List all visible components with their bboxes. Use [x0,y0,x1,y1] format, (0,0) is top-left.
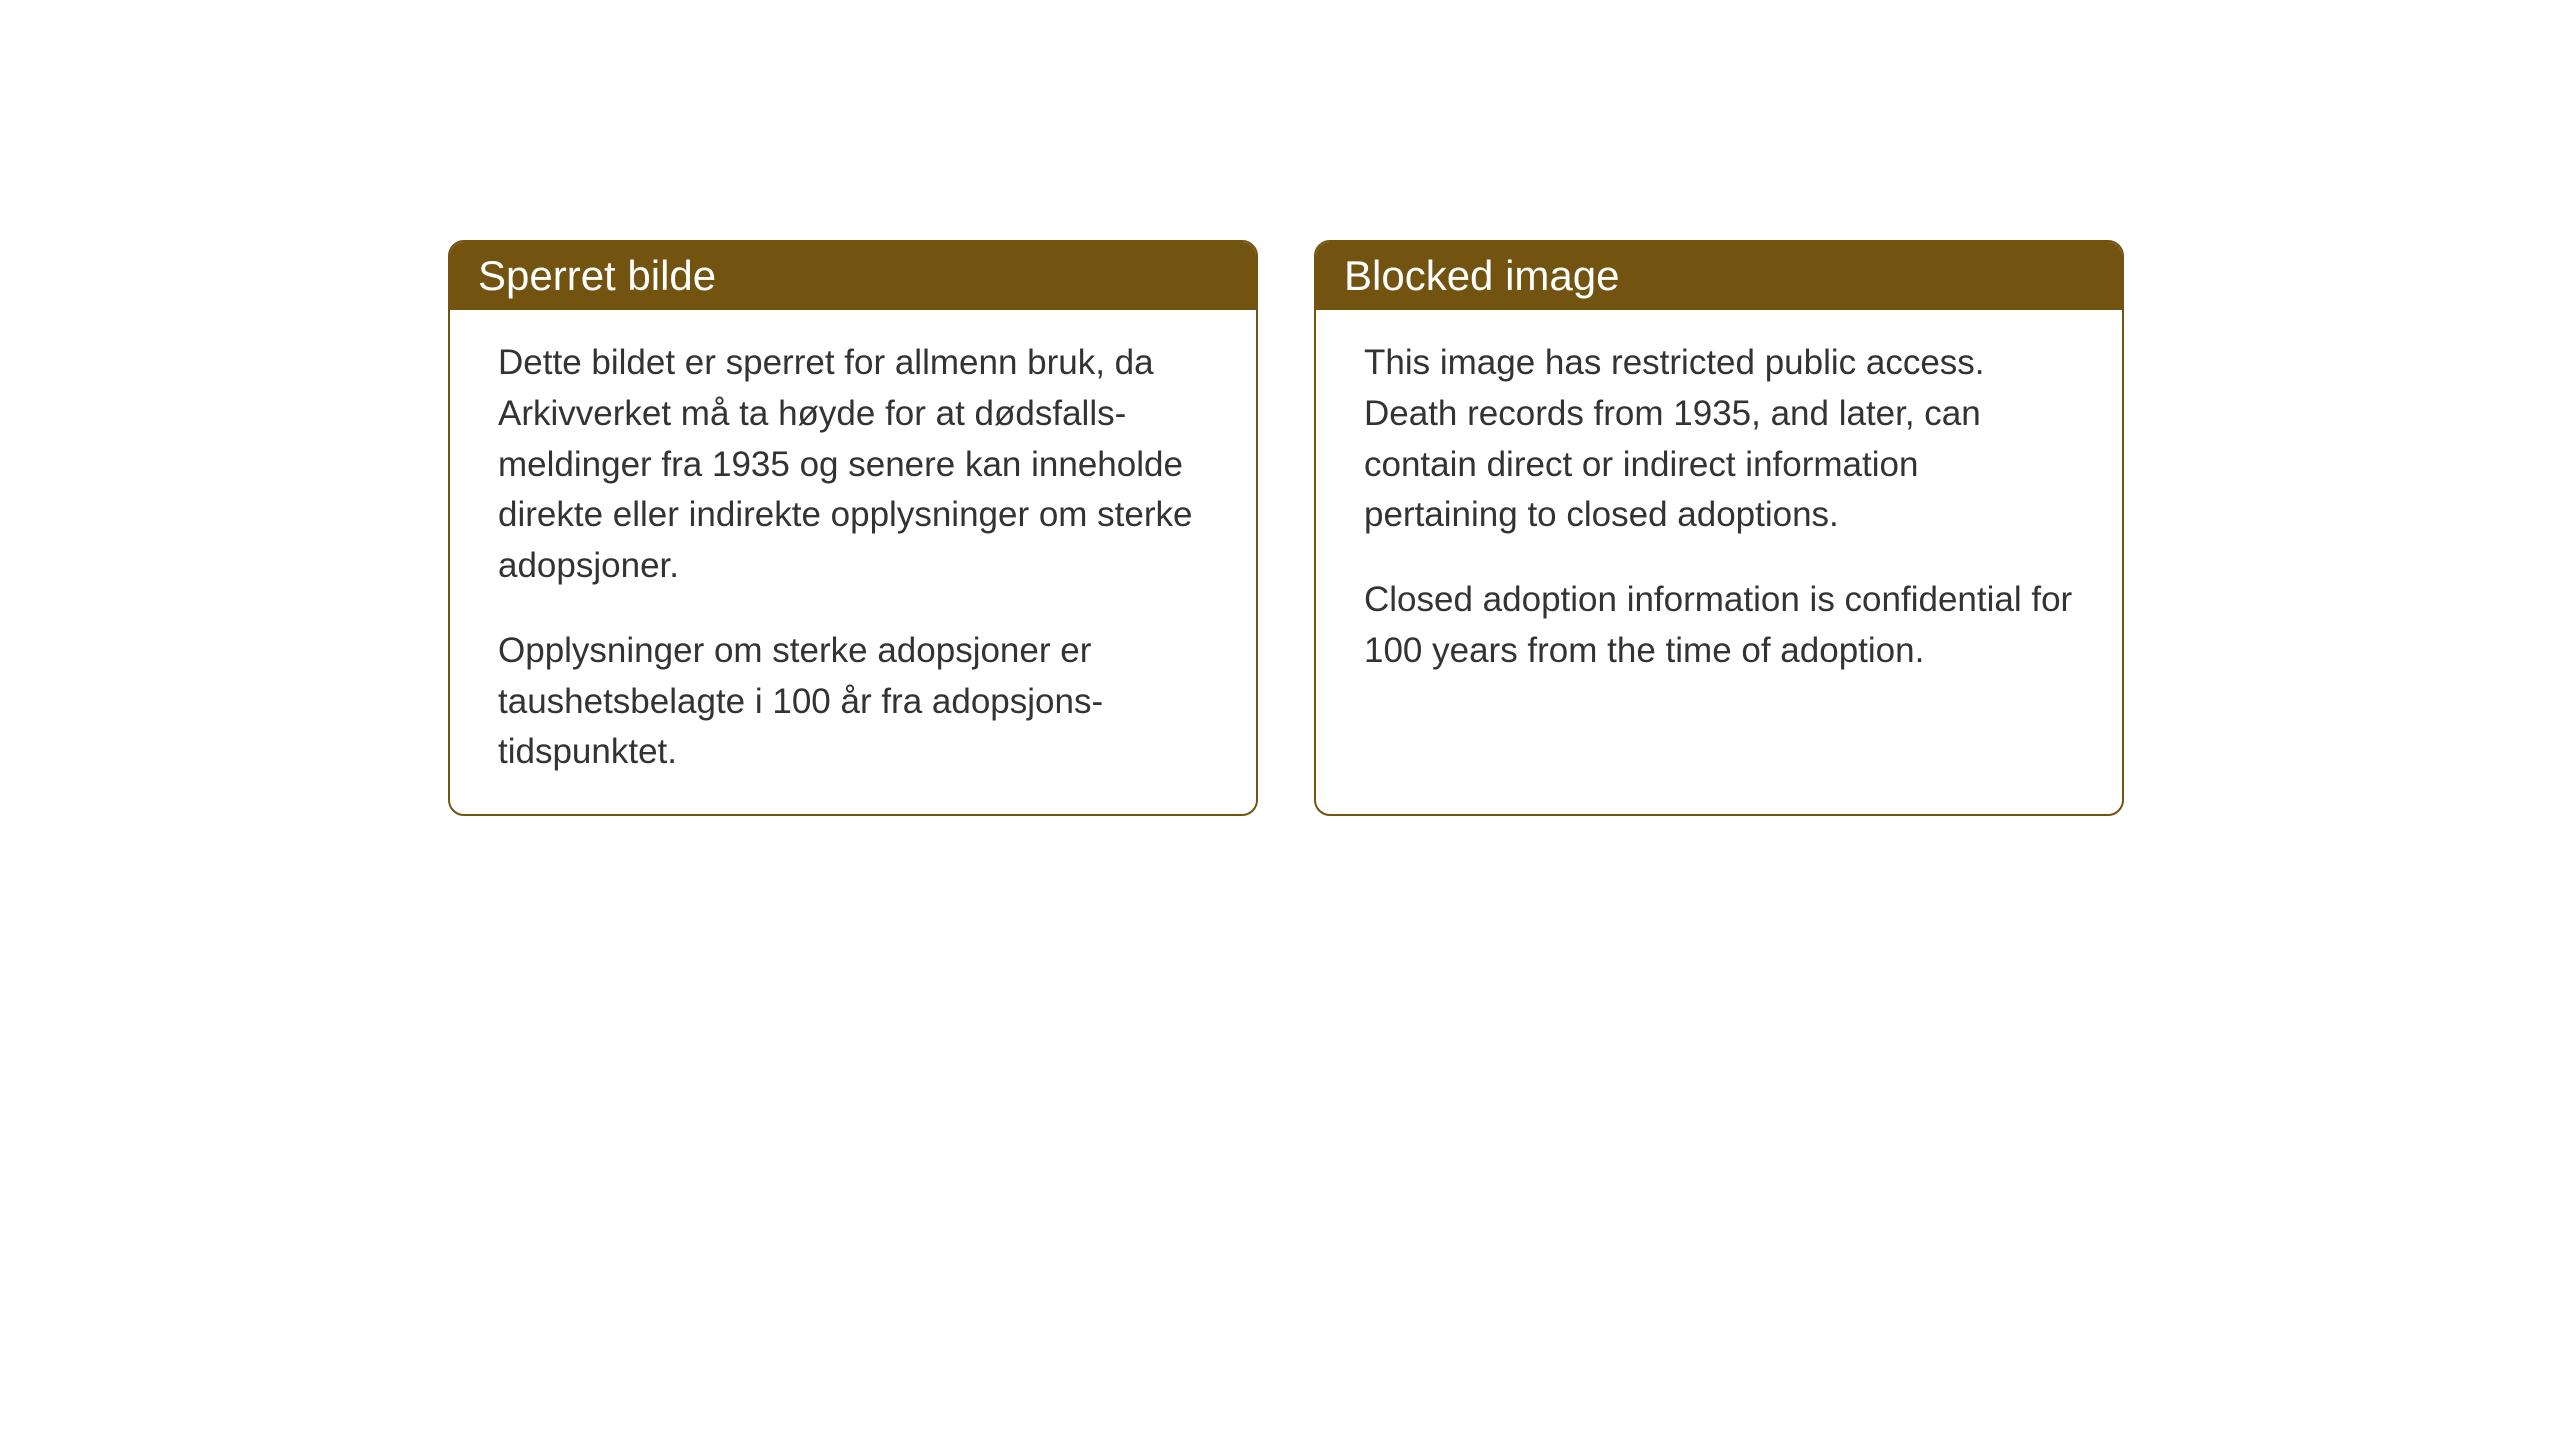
norwegian-card-title: Sperret bilde [450,242,1256,310]
english-paragraph-2: Closed adoption information is confident… [1364,575,2074,677]
english-paragraph-1: This image has restricted public access.… [1364,338,2074,541]
norwegian-paragraph-1: Dette bildet er sperret for allmenn bruk… [498,338,1208,592]
english-card-title: Blocked image [1316,242,2122,310]
english-notice-card: Blocked image This image has restricted … [1314,240,2124,816]
norwegian-paragraph-2: Opplysninger om sterke adopsjoner er tau… [498,626,1208,778]
english-card-body: This image has restricted public access.… [1316,310,2122,713]
notice-container: Sperret bilde Dette bildet er sperret fo… [448,240,2124,816]
norwegian-notice-card: Sperret bilde Dette bildet er sperret fo… [448,240,1258,816]
norwegian-card-body: Dette bildet er sperret for allmenn bruk… [450,310,1256,814]
